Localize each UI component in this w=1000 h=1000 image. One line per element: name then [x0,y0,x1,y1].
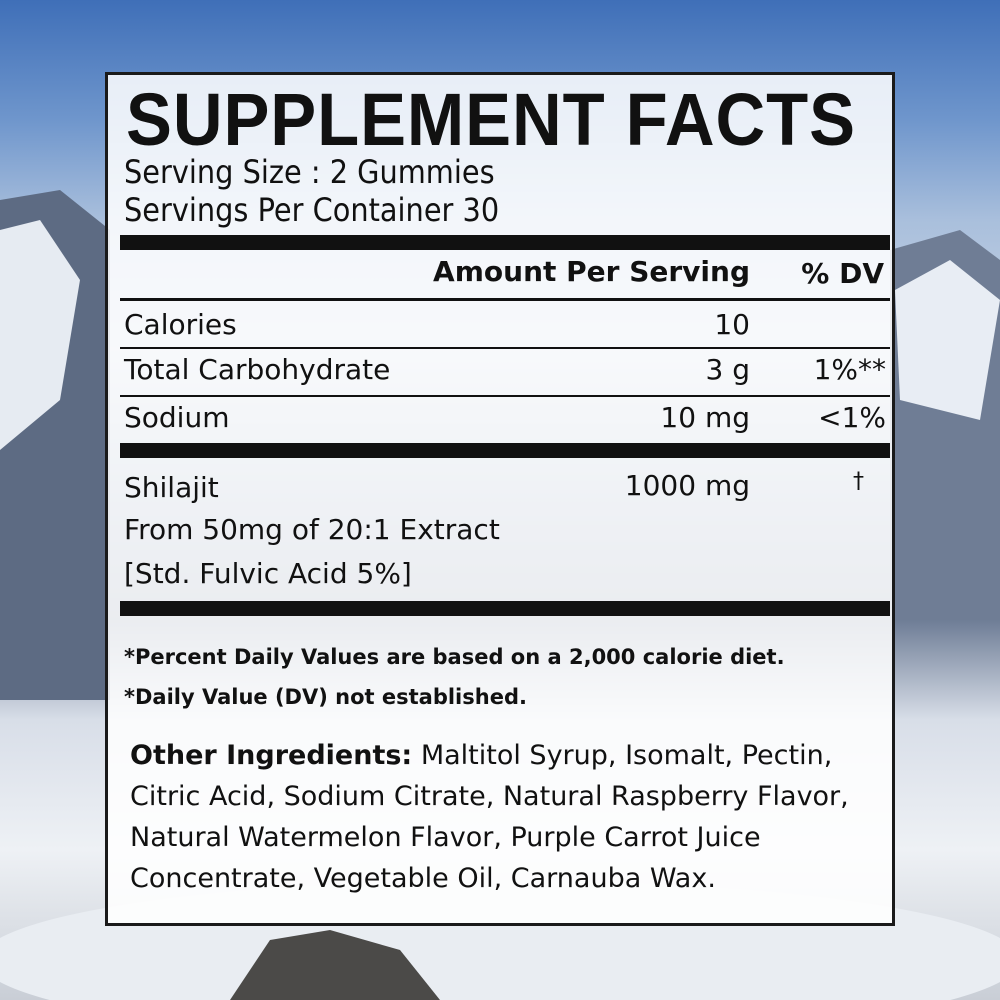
serving-size: Serving Size : 2 Gummies [124,153,495,191]
divider [120,298,890,301]
amount-header: Amount Per Serving [433,255,750,288]
row-dv: 1%** [813,353,886,386]
title: SUPPLEMENT FACTS [126,78,856,161]
row-name: Sodium [124,401,230,434]
row-amount: 10 mg [660,401,750,434]
divider [120,347,890,349]
shilajit-standardization: [Std. Fulvic Acid 5%] [124,557,412,590]
row-amount: 3 g [705,353,751,386]
shilajit-extract: From 50mg of 20:1 Extract [124,513,500,546]
row-dv: <1% [818,401,886,434]
other-ingredients: Other Ingredients: Maltitol Syrup, Isoma… [130,735,880,899]
divider-thick [120,235,890,250]
divider [120,395,890,397]
shilajit-dv: † [853,469,864,494]
divider-thick [120,601,890,616]
supplement-facts-panel: SUPPLEMENT FACTS Serving Size : 2 Gummie… [105,72,895,926]
servings-per-container: Servings Per Container 30 [124,191,500,229]
row-amount: 10 [714,308,750,341]
shilajit-name: Shilajit [124,471,219,504]
footnote: *Daily Value (DV) not established. [124,685,527,709]
shilajit-amount: 1000 mg [624,469,750,502]
divider-thick [120,443,890,458]
dv-header: % DV [801,257,884,290]
row-name: Total Carbohydrate [124,353,391,386]
footnote: *Percent Daily Values are based on a 2,0… [124,645,785,669]
row-name: Calories [124,308,237,341]
other-ingredients-text: Maltitol Syrup, Isomalt, Pectin, Citric … [130,740,849,894]
other-ingredients-label: Other Ingredients: [130,740,413,771]
